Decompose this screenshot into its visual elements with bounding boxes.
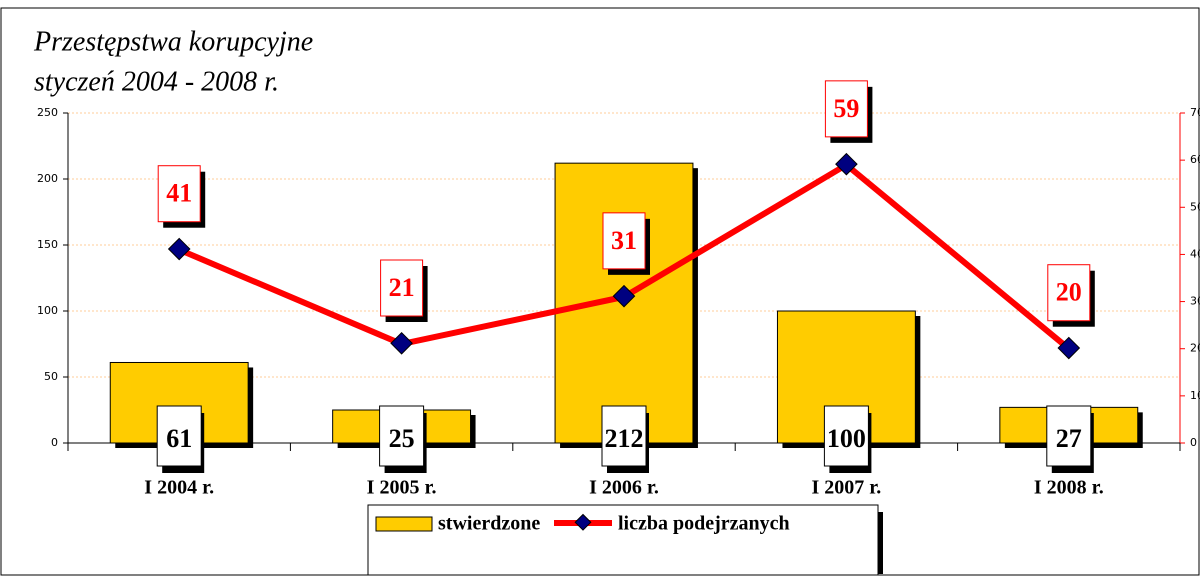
y-tick-label: 150 (37, 238, 58, 251)
marker (1057, 336, 1081, 360)
line-value-label: 21 (389, 273, 415, 302)
x-tick-label: I 2006 r. (589, 477, 659, 499)
y2-tick-label: 70 (1190, 106, 1200, 119)
legend-box (367, 504, 879, 576)
y-tick-label: 250 (37, 106, 58, 119)
legend-marker (574, 513, 592, 531)
x-tick-label: I 2005 r. (367, 477, 437, 499)
label-box (601, 405, 647, 467)
bar-value-label: 25 (389, 424, 415, 453)
chart-subtitle: styczeń 2004 - 2008 r. (34, 66, 279, 97)
label-box (379, 405, 425, 467)
y-tick-label: 50 (44, 370, 58, 383)
bar-value-label: 27 (1056, 424, 1082, 453)
label-box (157, 165, 201, 223)
legend-swatch (375, 516, 433, 532)
x-tick-label: I 2008 r. (1034, 477, 1104, 499)
x-tick-label: I 2007 r. (811, 477, 881, 499)
chart-title: Przestępstwa korupcyjne (33, 26, 313, 57)
y-tick-label: 100 (37, 304, 58, 317)
label-box (380, 259, 424, 317)
bar-value-label: 100 (827, 424, 866, 453)
bar-value-label: 212 (605, 424, 644, 453)
line-value-label: 31 (611, 226, 637, 255)
label-box (1047, 264, 1091, 322)
label-box (602, 212, 646, 270)
label-box (156, 405, 202, 467)
marker (167, 237, 191, 261)
bar-value-label: 61 (166, 424, 192, 453)
label-box (824, 80, 868, 138)
line-value-label: 20 (1056, 278, 1082, 307)
y2-tick-label: 30 (1190, 295, 1200, 308)
y2-tick-label: 60 (1190, 153, 1200, 166)
y-tick-label: 0 (51, 436, 58, 449)
line-value-label: 41 (166, 179, 192, 208)
y2-tick-label: 50 (1190, 200, 1200, 213)
y2-tick-label: 40 (1190, 247, 1200, 260)
line-value-label: 59 (833, 94, 859, 123)
y2-tick-label: 0 (1190, 436, 1197, 449)
y-tick-label: 200 (37, 172, 58, 185)
marker (612, 284, 636, 308)
legend-label: liczba podejrzanych (618, 513, 790, 535)
label-box (823, 405, 869, 467)
marker (390, 331, 413, 355)
legend-label: stwierdzone (438, 513, 540, 535)
marker (835, 152, 858, 176)
y2-tick-label: 10 (1190, 389, 1200, 402)
y2-tick-label: 20 (1190, 342, 1200, 355)
label-box (1046, 405, 1092, 467)
x-tick-label: I 2004 r. (144, 477, 214, 499)
